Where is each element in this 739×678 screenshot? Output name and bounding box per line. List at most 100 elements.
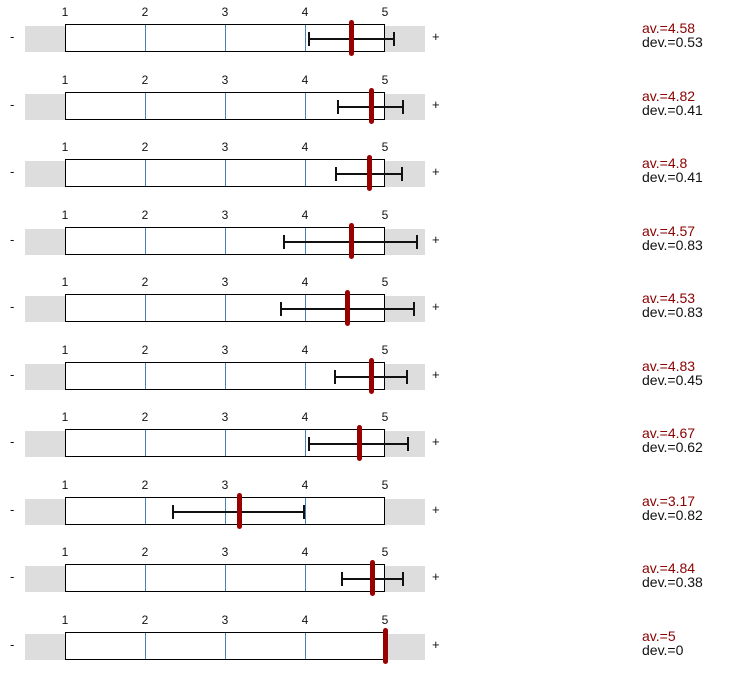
tick-label: 5 (381, 343, 389, 357)
error-bar-cap (400, 167, 403, 181)
average-label: av.=4.8 (642, 155, 688, 171)
deviation-label: dev.=0 (642, 642, 684, 658)
mean-marker (345, 290, 351, 326)
tick-label: 2 (141, 140, 149, 154)
pole-left-label: - (10, 299, 15, 314)
pole-left-label: - (10, 97, 15, 112)
mean-marker (367, 155, 372, 191)
mean-marker (370, 560, 376, 596)
tick-label: 5 (381, 5, 389, 19)
stats-block: av.=4.84 dev.=0.38 (642, 561, 703, 589)
scale-box (65, 362, 385, 390)
tick-label: 5 (381, 545, 389, 559)
tick-label: 1 (61, 208, 69, 222)
pole-left-label: - (10, 367, 15, 382)
tick-label: 2 (141, 208, 149, 222)
rating-row: 1 2 3 4 5 - + av.=4.53 dev.=0.83 (0, 275, 739, 340)
pole-right-label: + (432, 569, 440, 584)
error-bar-cap (283, 235, 286, 249)
stats-block: av.=4.57 dev.=0.83 (642, 224, 703, 252)
average-label: av.=5 (642, 628, 676, 644)
tick-label: 3 (221, 478, 229, 492)
deviation-label: dev.=0.41 (642, 102, 703, 118)
average-label: av.=4.82 (642, 88, 696, 104)
gridline (145, 498, 146, 524)
tick-label: 3 (221, 613, 229, 627)
tick-label: 4 (301, 73, 309, 87)
tick-label: 5 (381, 140, 389, 154)
gridline (305, 565, 306, 591)
error-bar-cap (308, 437, 310, 451)
tick-label: 4 (301, 478, 309, 492)
deviation-label: dev.=0.45 (642, 372, 703, 388)
stats-block: av.=4.82 dev.=0.41 (642, 89, 703, 117)
gridline (145, 295, 146, 321)
deviation-label: dev.=0.38 (642, 574, 703, 590)
tick-label: 1 (61, 410, 69, 424)
deviation-label: dev.=0.83 (642, 237, 703, 253)
stats-block: av.=4.58 dev.=0.53 (642, 21, 703, 49)
error-bar-cap (336, 100, 339, 114)
tick-label: 4 (301, 613, 309, 627)
tick-label: 1 (61, 613, 69, 627)
error-bar-cap (412, 302, 415, 316)
tick-label: 4 (301, 208, 309, 222)
rating-row: 1 2 3 4 5 - + av.=4.82 dev.=0.41 (0, 73, 739, 138)
deviation-label: dev.=0.83 (642, 304, 703, 320)
pole-left-label: - (10, 29, 15, 44)
tick-label: 1 (61, 5, 69, 19)
gridline (225, 25, 226, 51)
pole-left-label: - (10, 502, 15, 517)
error-bar-cap (416, 235, 418, 249)
gridline (145, 363, 146, 389)
mean-marker (349, 20, 355, 56)
tick-label: 1 (61, 73, 69, 87)
error-bar-cap (402, 100, 405, 114)
tick-label: 2 (141, 410, 149, 424)
tick-label: 3 (221, 73, 229, 87)
gridline (225, 93, 226, 119)
tick-label: 4 (301, 275, 309, 289)
pole-right-label: + (432, 434, 440, 449)
pole-left-label: - (10, 637, 15, 652)
gridline (305, 498, 306, 524)
mean-marker (369, 358, 375, 394)
deviation-label: dev.=0.62 (642, 439, 703, 455)
gridline (305, 25, 306, 51)
gridline (145, 93, 146, 119)
gridline (305, 430, 306, 456)
pole-left-label: - (10, 232, 15, 247)
tick-label: 1 (61, 478, 69, 492)
tick-label: 2 (141, 275, 149, 289)
error-bar-cap (280, 302, 282, 316)
tick-label: 5 (381, 478, 389, 492)
gridline (145, 633, 146, 659)
scale-box (65, 564, 385, 592)
gridline (305, 160, 306, 186)
average-label: av.=3.17 (642, 493, 696, 509)
rating-row: 1 2 3 4 5 - + av.=4.58 dev.=0.53 (0, 5, 739, 70)
average-label: av.=4.53 (642, 290, 696, 306)
error-bar-cap (392, 32, 395, 46)
error-bar-cap (335, 167, 338, 181)
pole-right-label: + (432, 299, 440, 314)
tick-label: 3 (221, 545, 229, 559)
tick-label: 4 (301, 410, 309, 424)
gridline (145, 228, 146, 254)
gridline (305, 93, 306, 119)
rating-row: 1 2 3 4 5 - + av.=4.67 dev.=0.62 (0, 410, 739, 475)
tick-label: 2 (141, 545, 149, 559)
gridline (225, 565, 226, 591)
stats-block: av.=5 dev.=0 (642, 629, 683, 657)
mean-marker (368, 88, 374, 124)
average-label: av.=4.83 (642, 358, 696, 374)
tick-label: 2 (141, 73, 149, 87)
tick-label: 1 (61, 343, 69, 357)
stats-block: av.=4.83 dev.=0.45 (642, 359, 703, 387)
mean-marker (383, 628, 388, 664)
gridline (305, 363, 306, 389)
gridline (145, 160, 146, 186)
deviation-label: dev.=0.53 (642, 34, 703, 50)
tick-label: 3 (221, 5, 229, 19)
pole-right-label: + (432, 502, 440, 517)
